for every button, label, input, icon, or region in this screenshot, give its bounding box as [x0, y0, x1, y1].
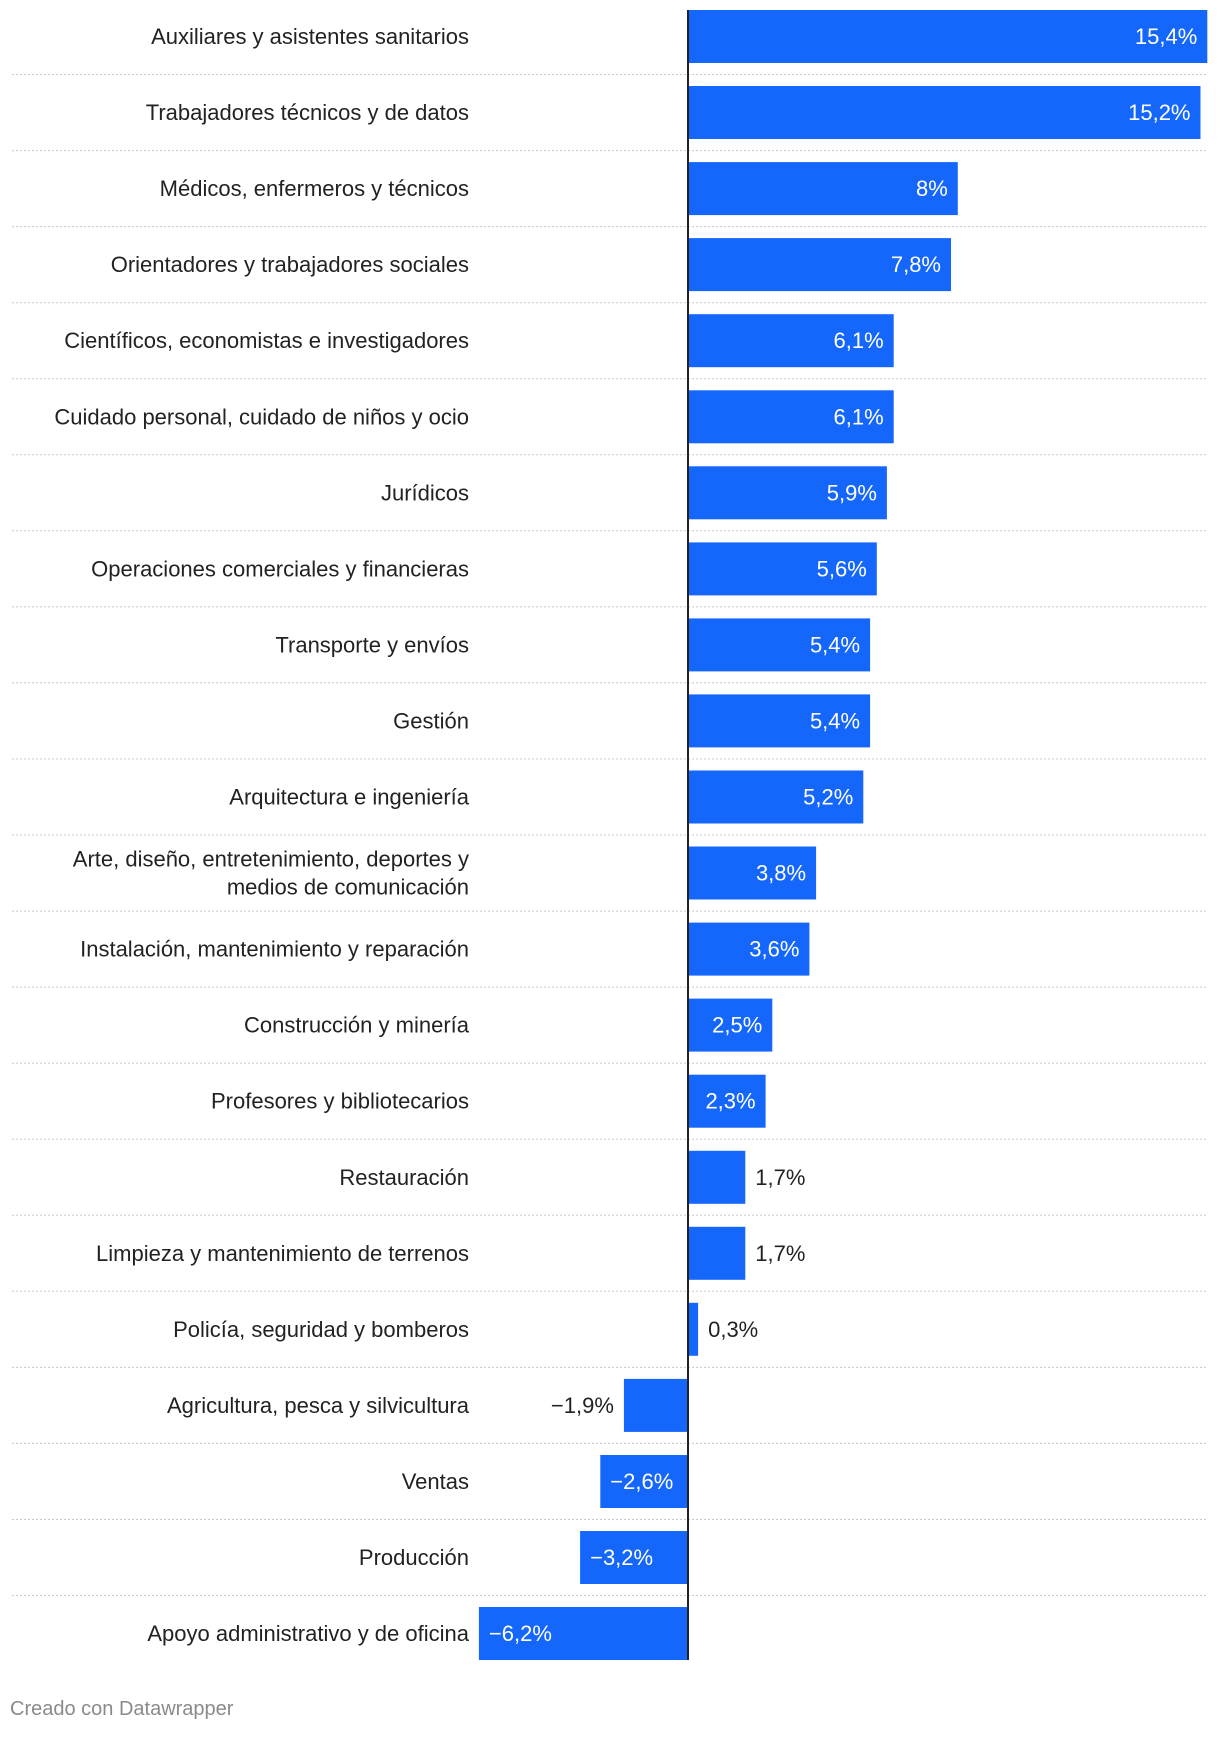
category-label: Arquitectura e ingeniería [229, 785, 469, 810]
value-label: 1,7% [755, 1241, 805, 1266]
bar [688, 846, 817, 900]
category-label: Agricultura, pesca y silvicultura [167, 1393, 470, 1418]
bar [688, 998, 773, 1052]
category-label: Instalación, mantenimiento y reparación [80, 937, 469, 962]
value-label: −6,2% [489, 1621, 552, 1646]
bar [688, 86, 1201, 139]
category-label: Profesores y bibliotecarios [211, 1089, 469, 1114]
bar [688, 390, 894, 444]
bar [623, 1378, 688, 1432]
category-label: Apoyo administrativo y de oficina [147, 1621, 469, 1646]
bar-chart: Auxiliares y asistentes sanitarios 15,4% T… [12, 10, 1208, 1660]
category-label: Gestión [393, 708, 469, 733]
bar [688, 162, 958, 216]
category-label: Científicos, economistas e investigadore… [64, 328, 469, 353]
value-label: 1,7% [755, 1165, 805, 1190]
bar [688, 694, 871, 748]
value-label: −3,2% [590, 1545, 653, 1570]
bar [600, 1455, 688, 1508]
value-label: 5,2% [803, 785, 853, 810]
category-label: Policía, seguridad y bomberos [173, 1317, 469, 1342]
bar [688, 1302, 699, 1356]
category-label: medios de comunicación [227, 875, 469, 900]
value-label: 5,9% [827, 480, 877, 505]
bar [478, 1607, 688, 1660]
category-label: Producción [359, 1545, 469, 1570]
bar [688, 770, 864, 824]
value-label: 5,4% [810, 708, 860, 733]
value-label: 2,5% [712, 1013, 762, 1038]
value-label: −1,9% [551, 1393, 614, 1418]
bar [688, 1074, 766, 1128]
category-label: Construcción y minería [244, 1013, 470, 1038]
category-label: Arte, diseño, entretenimiento, deportes … [73, 847, 469, 872]
bar [688, 922, 810, 976]
value-label: −2,6% [610, 1469, 673, 1494]
category-label: Jurídicos [381, 480, 469, 505]
value-label: 3,6% [749, 937, 799, 962]
category-label: Limpieza y mantenimiento de terrenos [96, 1241, 469, 1266]
value-label: 15,4% [1135, 24, 1197, 49]
bar [688, 618, 871, 672]
bar [688, 238, 951, 292]
category-label: Auxiliares y asistentes sanitarios [151, 24, 469, 49]
category-label: Operaciones comerciales y financieras [91, 556, 469, 581]
value-label: 6,1% [834, 328, 884, 353]
value-label: 5,6% [817, 556, 867, 581]
category-label: Orientadores y trabajadores sociales [111, 252, 469, 277]
value-label: 7,8% [891, 252, 941, 277]
value-label: 15,2% [1128, 100, 1190, 125]
value-label: 6,1% [834, 404, 884, 429]
bar [688, 1226, 746, 1280]
bar [688, 1150, 746, 1204]
category-label: Trabajadores técnicos y de datos [146, 100, 469, 125]
value-label: 2,3% [705, 1089, 755, 1114]
bar [688, 466, 887, 520]
credit-footer: Creado con Datawrapper [10, 1698, 234, 1720]
bar [688, 10, 1208, 63]
category-label: Transporte y envíos [275, 632, 469, 657]
bar [580, 1531, 688, 1584]
bar [688, 542, 877, 596]
category-label: Médicos, enfermeros y técnicos [160, 176, 469, 201]
value-label: 5,4% [810, 632, 860, 657]
category-label: Restauración [339, 1165, 469, 1190]
value-label: 3,8% [756, 861, 806, 886]
category-label: Ventas [402, 1469, 469, 1494]
bar [688, 314, 894, 368]
value-label: 8% [916, 176, 948, 201]
category-label: Cuidado personal, cuidado de niños y oci… [54, 404, 469, 429]
value-label: 0,3% [708, 1317, 758, 1342]
